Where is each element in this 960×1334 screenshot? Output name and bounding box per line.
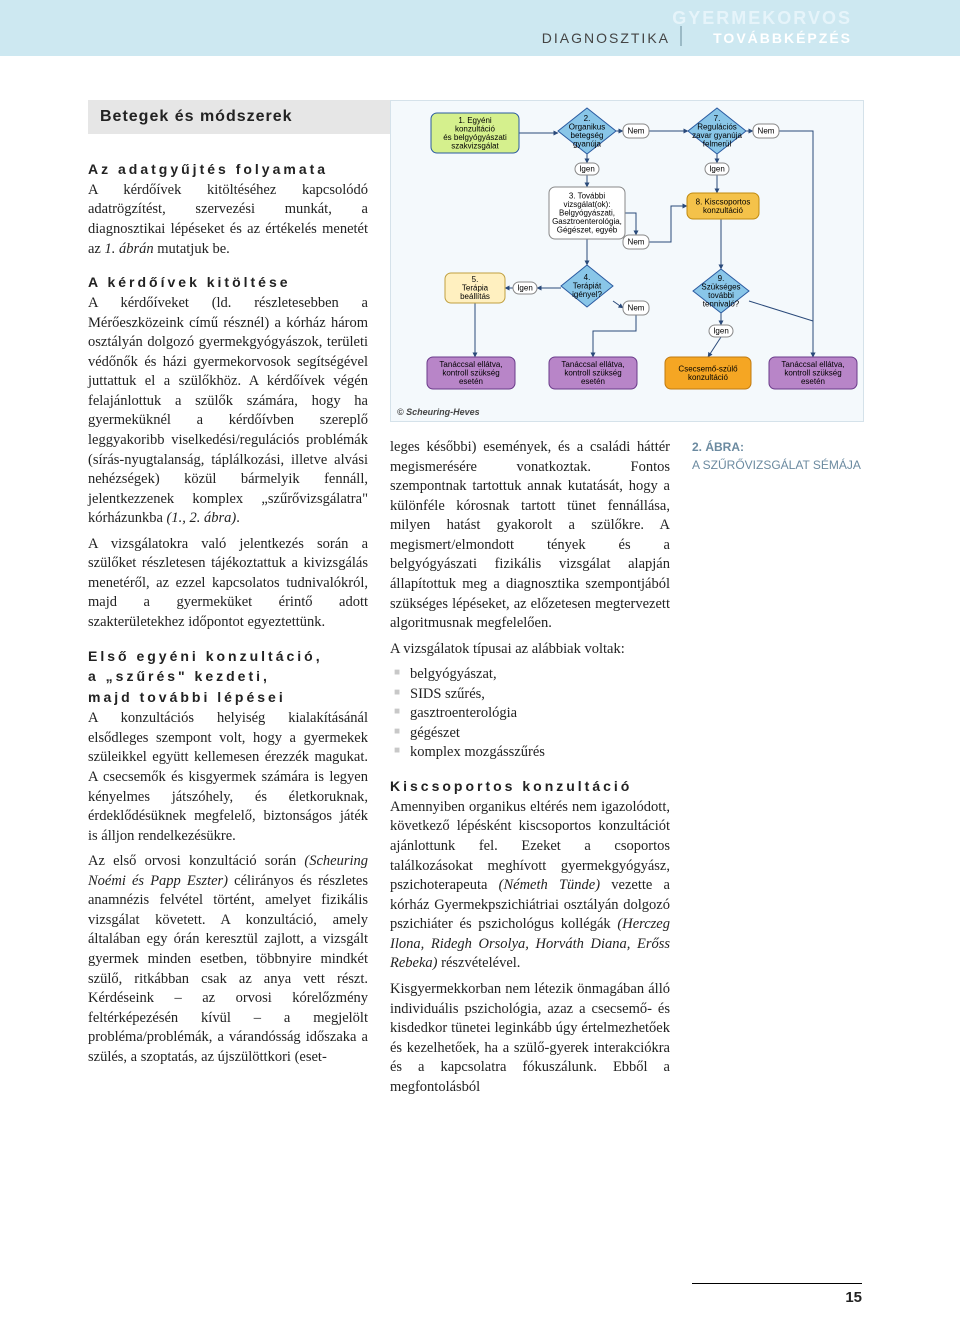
left-column: Az adatgyűjtés folyamata A kérdőívek kit… [88,160,368,1073]
p-adatgyujtes: A kérdőívek kitöltéséhez kapcsolódó adat… [88,181,368,259]
svg-text:Igen: Igen [517,284,533,293]
svg-text:konzultáció: konzultáció [688,373,729,382]
flow-edge [649,206,687,242]
list-item: gégészet [390,724,670,744]
svg-text:konzultáció: konzultáció [703,206,744,215]
flow-node-n3: 3. Továbbivizsgálat(ok):Belgyógyászati,G… [549,187,625,239]
svg-text:esetén: esetén [459,377,483,386]
flow-node-n1: 1. Egyénikonzultációés belgyógyászatisza… [431,113,519,153]
svg-text:igényel?: igényel? [572,290,602,299]
flow-node-ig1: Igen [575,163,599,175]
p-kiscsoportos-2: Kisgyermekkorban nem létezik önmagában á… [390,980,670,1097]
flow-edge [613,301,623,308]
flow-credit: © Scheuring-Heves [397,407,480,417]
flow-node-ig9: Igen [709,325,733,337]
h-elso-c: majd további lépései [88,688,368,707]
page-number: 15 [692,1289,862,1306]
section-title: Betegek és módszerek [88,100,392,134]
flow-edge [593,315,636,357]
svg-text:tennivaló?: tennivaló? [703,299,740,308]
svg-text:Nem: Nem [628,304,645,313]
p-list-intro: A vizsgálatok típusai az alábbiak voltak… [390,640,670,660]
flowchart: 1. Egyénikonzultációés belgyógyászatisza… [390,100,864,422]
p-kiscsoportos-1: Amennyiben organikus eltérés nem igazoló… [390,798,670,974]
header-brand: GYERMEKORVOS [672,8,852,29]
flow-node-nB: Nem [753,124,779,138]
page-rule [692,1283,862,1284]
svg-text:szakvizsgálat: szakvizsgálat [451,141,499,150]
flow-node-n5: 5.Terápiabeállítás [445,273,505,303]
figure-number: 2. ÁBRA: [692,440,744,454]
header-subsection: TOVÁBBKÉPZÉS [713,30,852,46]
flow-node-n6b: Tanáccsal ellátva,kontroll szükségesetén [549,357,637,389]
flow-node-nC: Nem [623,235,649,249]
list-item: belgyógyászat, [390,665,670,685]
figure-title: A SZŰRŐVIZSGÁLAT SÉMÁJA [692,458,861,472]
svg-text:esetén: esetén [581,377,605,386]
flow-node-ig5: Igen [513,282,537,294]
list-item: gasztroenterológia [390,704,670,724]
flow-node-n6c: Tanáccsal ellátva,kontroll szükségesetén [769,357,857,389]
svg-text:Igen: Igen [579,165,595,174]
svg-text:felmerül: felmerül [703,139,732,148]
svg-text:Igen: Igen [713,327,729,336]
flow-node-n4: 4.Terápiátigényel? [561,265,613,307]
flow-node-n9: 9.Szükségestovábbitennivaló? [693,269,749,313]
h-elso-b: a „szűrés" kezdeti, [88,667,368,686]
svg-text:Igen: Igen [709,165,725,174]
flow-node-n6a: Tanáccsal ellátva,kontroll szükségesetén [427,357,515,389]
svg-text:gyanúja: gyanúja [573,139,602,148]
svg-text:esetén: esetén [801,377,825,386]
h-kerdoivek: A kérdőívek kitöltése [88,273,368,292]
h-adatgyujtes: Az adatgyűjtés folyamata [88,160,368,179]
flow-edge [749,301,813,357]
svg-text:Nem: Nem [628,127,645,136]
flow-edge [779,131,813,357]
figure-caption: 2. ÁBRA: A SZŰRŐVIZSGÁLAT SÉMÁJA [692,438,862,474]
flow-node-n10: Csecsemő-szülőkonzultáció [665,357,751,389]
p-kerdoivek: A kérdőíveket (ld. részletesebben a Mérő… [88,294,368,529]
flow-node-ig7: Igen [705,163,729,175]
svg-text:beállítás: beállítás [460,292,490,301]
list-item: SIDS szűrés, [390,685,670,705]
h-elso-a: Első egyéni konzultáció, [88,647,368,666]
flow-node-n8: 8. Kiscsoportoskonzultáció [687,193,759,219]
svg-text:Gégészet, egyéb: Gégészet, egyéb [557,226,618,235]
h-kiscsoportos: Kiscsoportos konzultáció [390,777,670,796]
flow-node-nA: Nem [623,124,649,138]
svg-text:Nem: Nem [758,127,775,136]
flow-edge [625,213,636,235]
list-item: komplex mozgásszűrés [390,743,670,763]
flow-node-nD: Nem [623,301,649,315]
flow-node-n2: 2.Organikusbetegséggyanúja [558,108,616,154]
middle-column: leges későbbi) események, és a családi h… [390,438,670,1103]
p-konzult-helyiseg: A konzultációs helyiség kialakításánál e… [88,709,368,846]
header-divider [680,26,682,46]
flow-edge [708,337,721,357]
svg-text:Nem: Nem [628,238,645,247]
header-section: DIAGNOSZTIKA [542,30,670,46]
exam-types-list: belgyógyászat, SIDS szűrés, gasztroenter… [390,665,670,763]
p-leges-kesobbi: leges későbbi) események, és a családi h… [390,438,670,634]
p-jelentkezes: A vizsgálatokra való jelentkezés során a… [88,535,368,633]
p-elso-orvosi: Az első orvosi konzultáció során (Scheur… [88,852,368,1067]
flowchart-svg: 1. Egyénikonzultációés belgyógyászatisza… [391,101,863,421]
page: GYERMEKORVOS DIAGNOSZTIKA TOVÁBBKÉPZÉS B… [0,0,960,1334]
flow-node-n7: 7.Regulációszavar gyanújafelmerül [688,108,746,154]
